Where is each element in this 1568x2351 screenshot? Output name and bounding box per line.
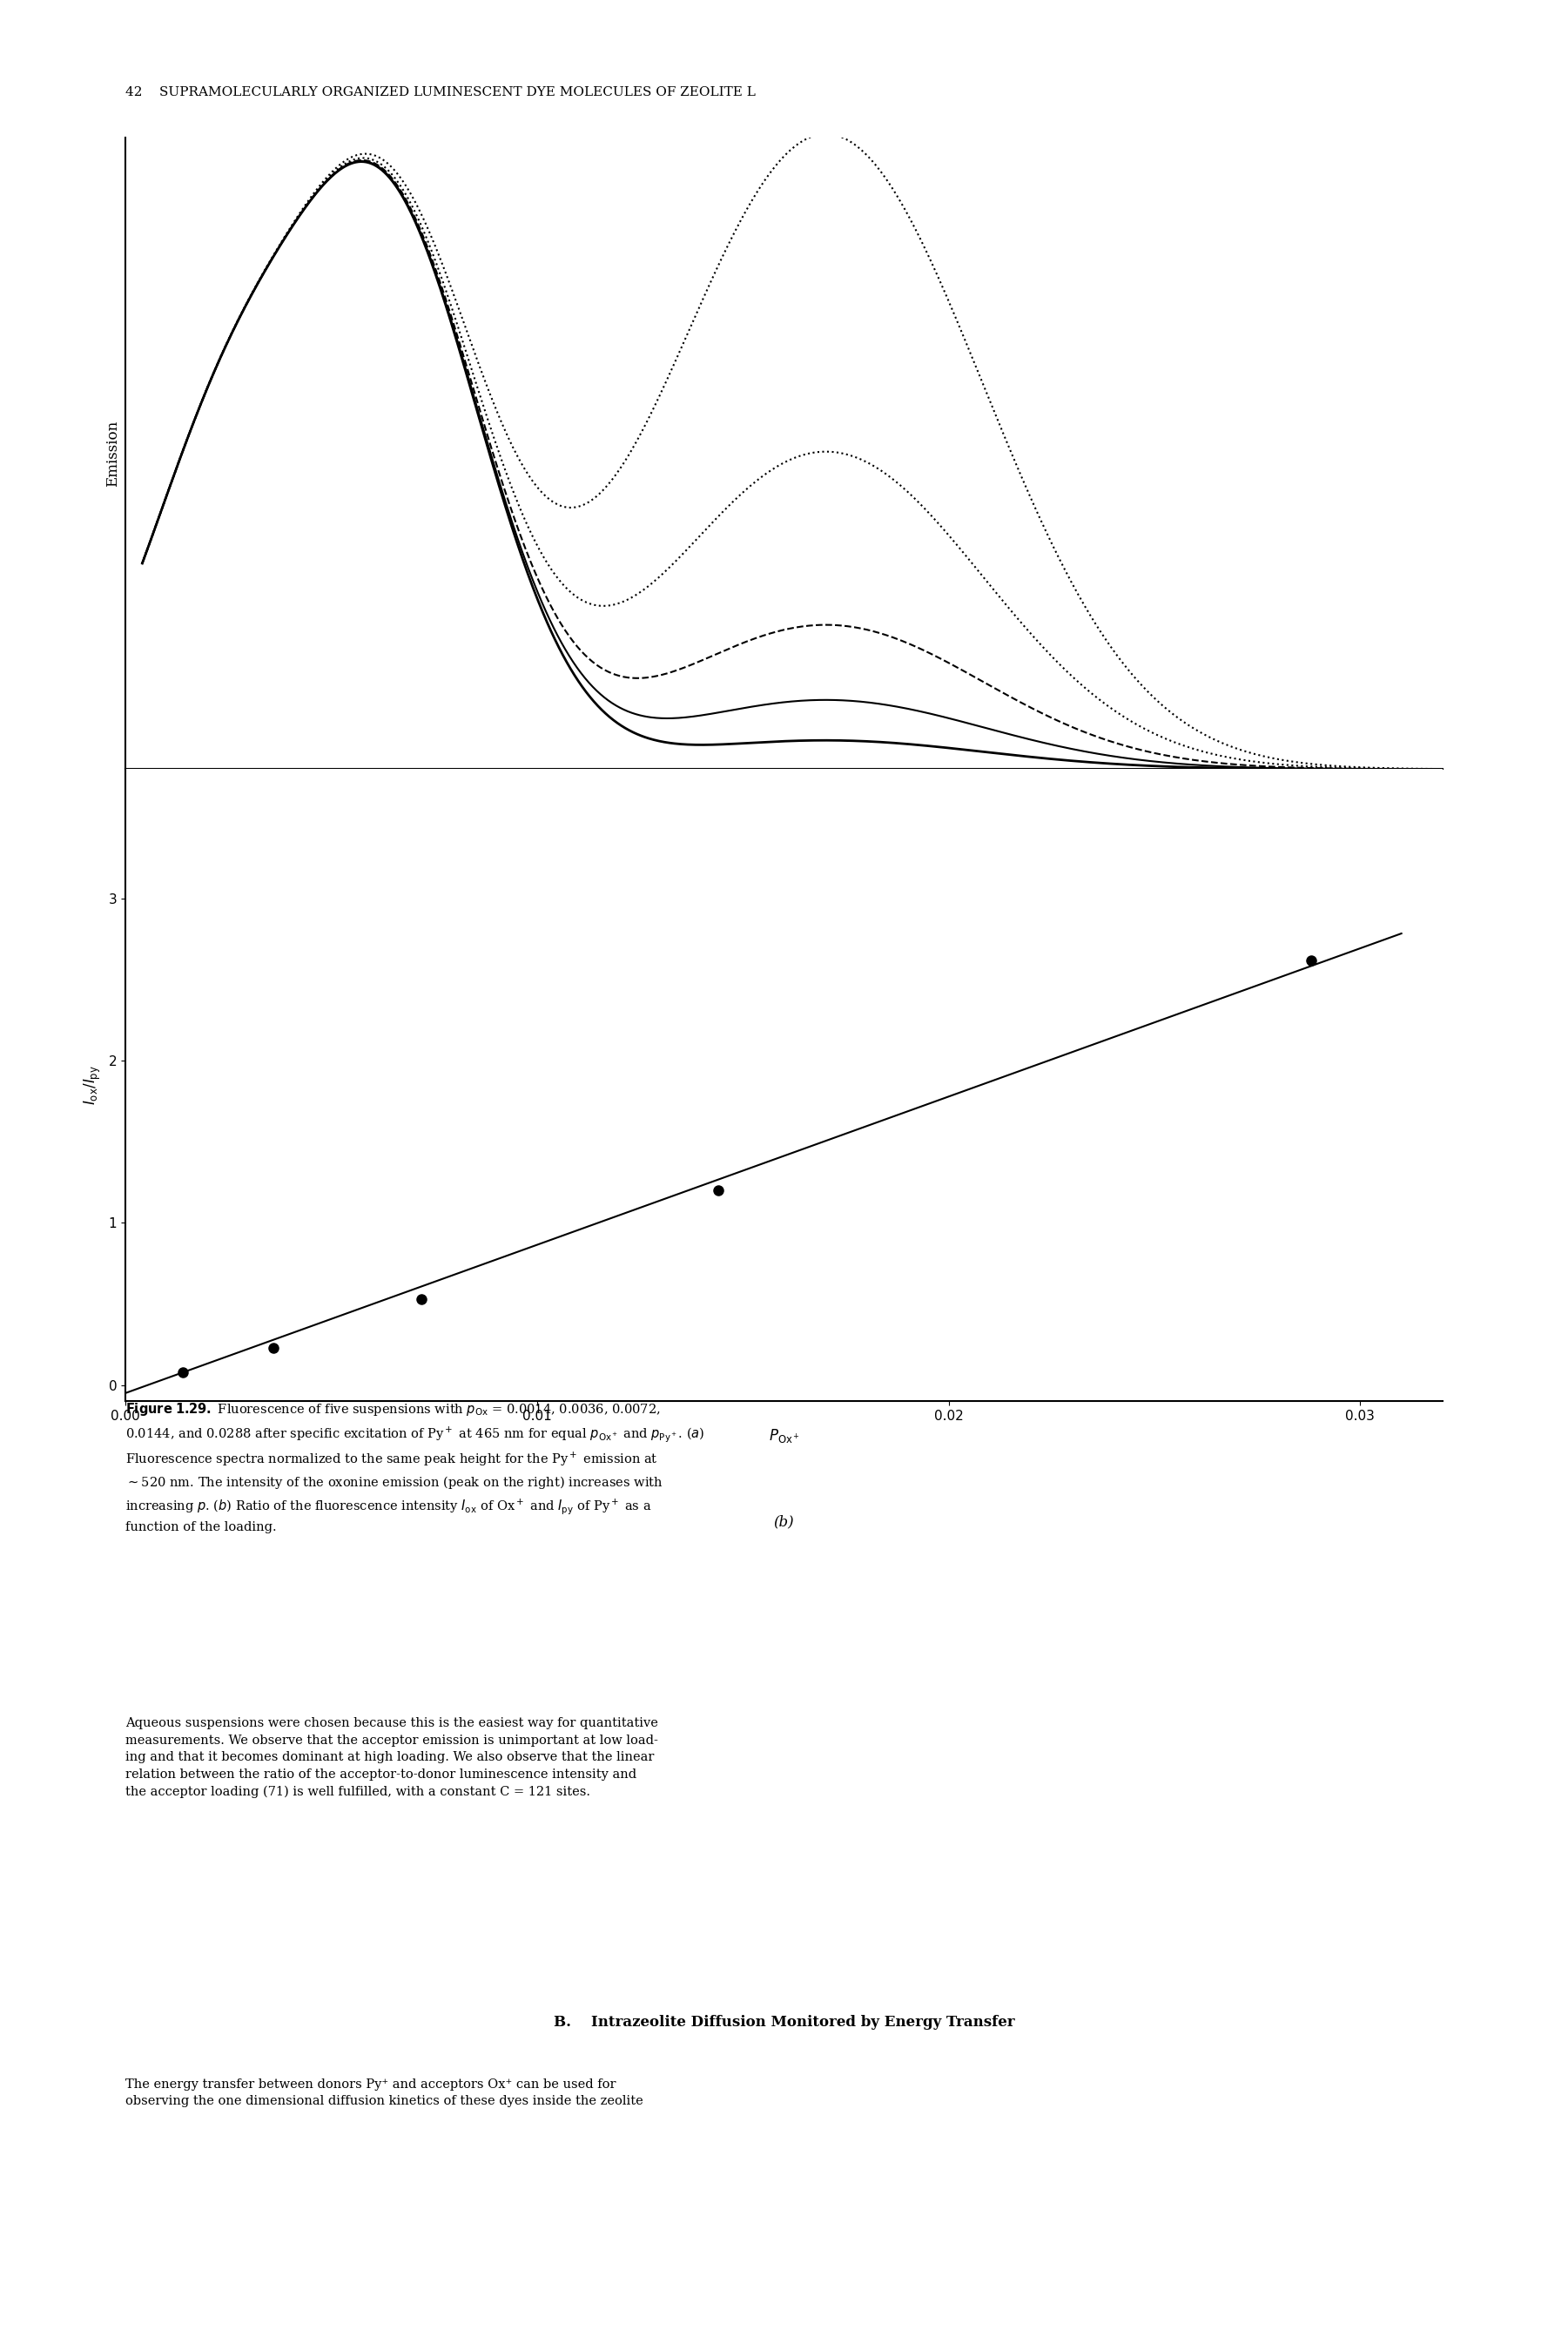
Text: Aqueous suspensions were chosen because this is the easiest way for quantitative: Aqueous suspensions were chosen because … <box>125 1716 659 1799</box>
Y-axis label: $I_{\mathrm{ox}}/I_{\mathrm{py}}$: $I_{\mathrm{ox}}/I_{\mathrm{py}}$ <box>82 1065 102 1105</box>
X-axis label: Wavelength (nm): Wavelength (nm) <box>721 795 847 811</box>
Text: B.    Intrazeolite Diffusion Monitored by Energy Transfer: B. Intrazeolite Diffusion Monitored by E… <box>554 2015 1014 2029</box>
Text: (b): (b) <box>773 1514 795 1531</box>
X-axis label: $P_{\mathrm{Ox}^+}$: $P_{\mathrm{Ox}^+}$ <box>768 1427 800 1446</box>
Text: The energy transfer between donors Py⁺ and acceptors Ox⁺ can be used for
observi: The energy transfer between donors Py⁺ a… <box>125 2078 643 2106</box>
Text: 42    SUPRAMOLECULARLY ORGANIZED LUMINESCENT DYE MOLECULES OF ZEOLITE L: 42 SUPRAMOLECULARLY ORGANIZED LUMINESCEN… <box>125 87 756 99</box>
Text: (a): (a) <box>775 884 793 898</box>
Text: $\bf{Figure\ 1.29.}$ Fluorescence of five suspensions with $p_{\rm Ox}$ = 0.0014: $\bf{Figure\ 1.29.}$ Fluorescence of fiv… <box>125 1401 704 1533</box>
Y-axis label: Emission: Emission <box>105 421 121 487</box>
